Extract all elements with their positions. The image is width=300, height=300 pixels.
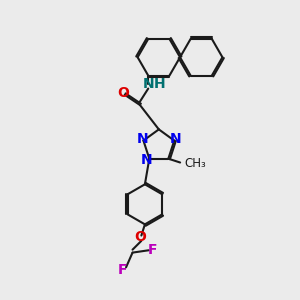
Text: N: N — [169, 132, 181, 146]
Text: N: N — [141, 153, 152, 167]
Text: F: F — [148, 243, 158, 257]
Text: O: O — [134, 230, 146, 244]
Text: N: N — [142, 77, 154, 91]
Text: O: O — [117, 86, 129, 100]
Text: F: F — [118, 263, 127, 277]
Text: CH₃: CH₃ — [184, 158, 206, 170]
Text: N: N — [136, 132, 148, 146]
Text: H: H — [154, 77, 165, 91]
